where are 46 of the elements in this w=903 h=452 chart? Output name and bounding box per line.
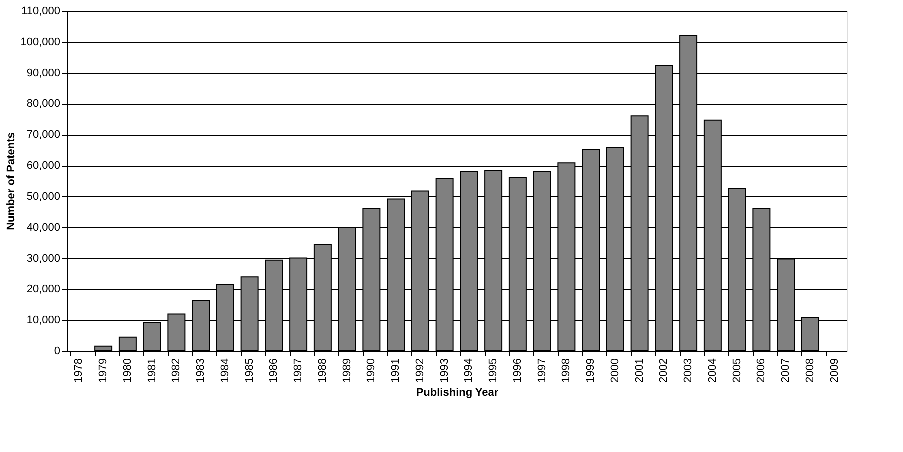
x-tick-label: 2004 xyxy=(706,358,719,383)
x-axis-title: Publishing Year xyxy=(416,386,500,399)
x-tick-label: 2009 xyxy=(828,358,841,383)
x-tick-label: 2005 xyxy=(731,358,744,383)
x-tick-label: 1998 xyxy=(560,358,573,383)
x-tick-label: 1978 xyxy=(73,358,86,383)
x-tick-label: 1980 xyxy=(122,358,134,383)
y-tick-label: 40,000 xyxy=(26,222,60,234)
x-tick-label: 1989 xyxy=(341,358,354,383)
y-tick-label: 60,000 xyxy=(26,160,60,172)
x-tick-label: 1995 xyxy=(488,358,500,383)
y-tick-label: 30,000 xyxy=(26,252,60,265)
x-tick-label: 2006 xyxy=(756,358,768,383)
x-tick-label: 1981 xyxy=(146,358,158,383)
y-tick-label: 100,000 xyxy=(20,36,60,48)
x-tick-label: 1984 xyxy=(219,358,232,383)
x-tick-label: 1982 xyxy=(170,358,183,383)
x-tick-label: 2001 xyxy=(634,358,646,383)
x-tick-label: 1993 xyxy=(438,358,451,383)
y-tick-label: 0 xyxy=(54,346,60,358)
x-tick-label: 1983 xyxy=(195,358,208,383)
x-tick-label: 1997 xyxy=(536,358,548,383)
y-tick-label: 80,000 xyxy=(26,98,60,110)
x-tick-label: 1986 xyxy=(268,358,280,383)
x-tick-label: 1996 xyxy=(512,358,524,383)
x-tick-label: 1990 xyxy=(366,358,378,383)
x-tick-label: 1985 xyxy=(244,358,256,383)
y-tick-label: 70,000 xyxy=(26,129,60,142)
x-tick-label: 2002 xyxy=(658,358,670,383)
x-tick-label: 2008 xyxy=(804,358,816,383)
y-axis-title: Number of Patents xyxy=(6,132,18,230)
x-tick-label: 1979 xyxy=(98,358,110,383)
x-tick-label: 1988 xyxy=(316,358,329,383)
x-tick-label: 1992 xyxy=(414,358,426,383)
y-tick-label: 90,000 xyxy=(26,67,60,80)
y-tick-label: 50,000 xyxy=(26,190,60,203)
x-tick-label: 1991 xyxy=(390,358,402,383)
y-tick-label: 20,000 xyxy=(26,284,60,296)
x-tick-label: 1994 xyxy=(463,358,476,383)
x-tick-label: 2003 xyxy=(682,358,695,383)
x-tick-label: 2000 xyxy=(609,358,622,383)
x-tick-label: 1999 xyxy=(585,358,598,383)
x-tick-label: 1987 xyxy=(292,358,305,383)
y-tick-label: 110,000 xyxy=(22,6,60,18)
x-tick-label: 2007 xyxy=(780,358,792,383)
y-tick-label: 10,000 xyxy=(26,314,60,327)
